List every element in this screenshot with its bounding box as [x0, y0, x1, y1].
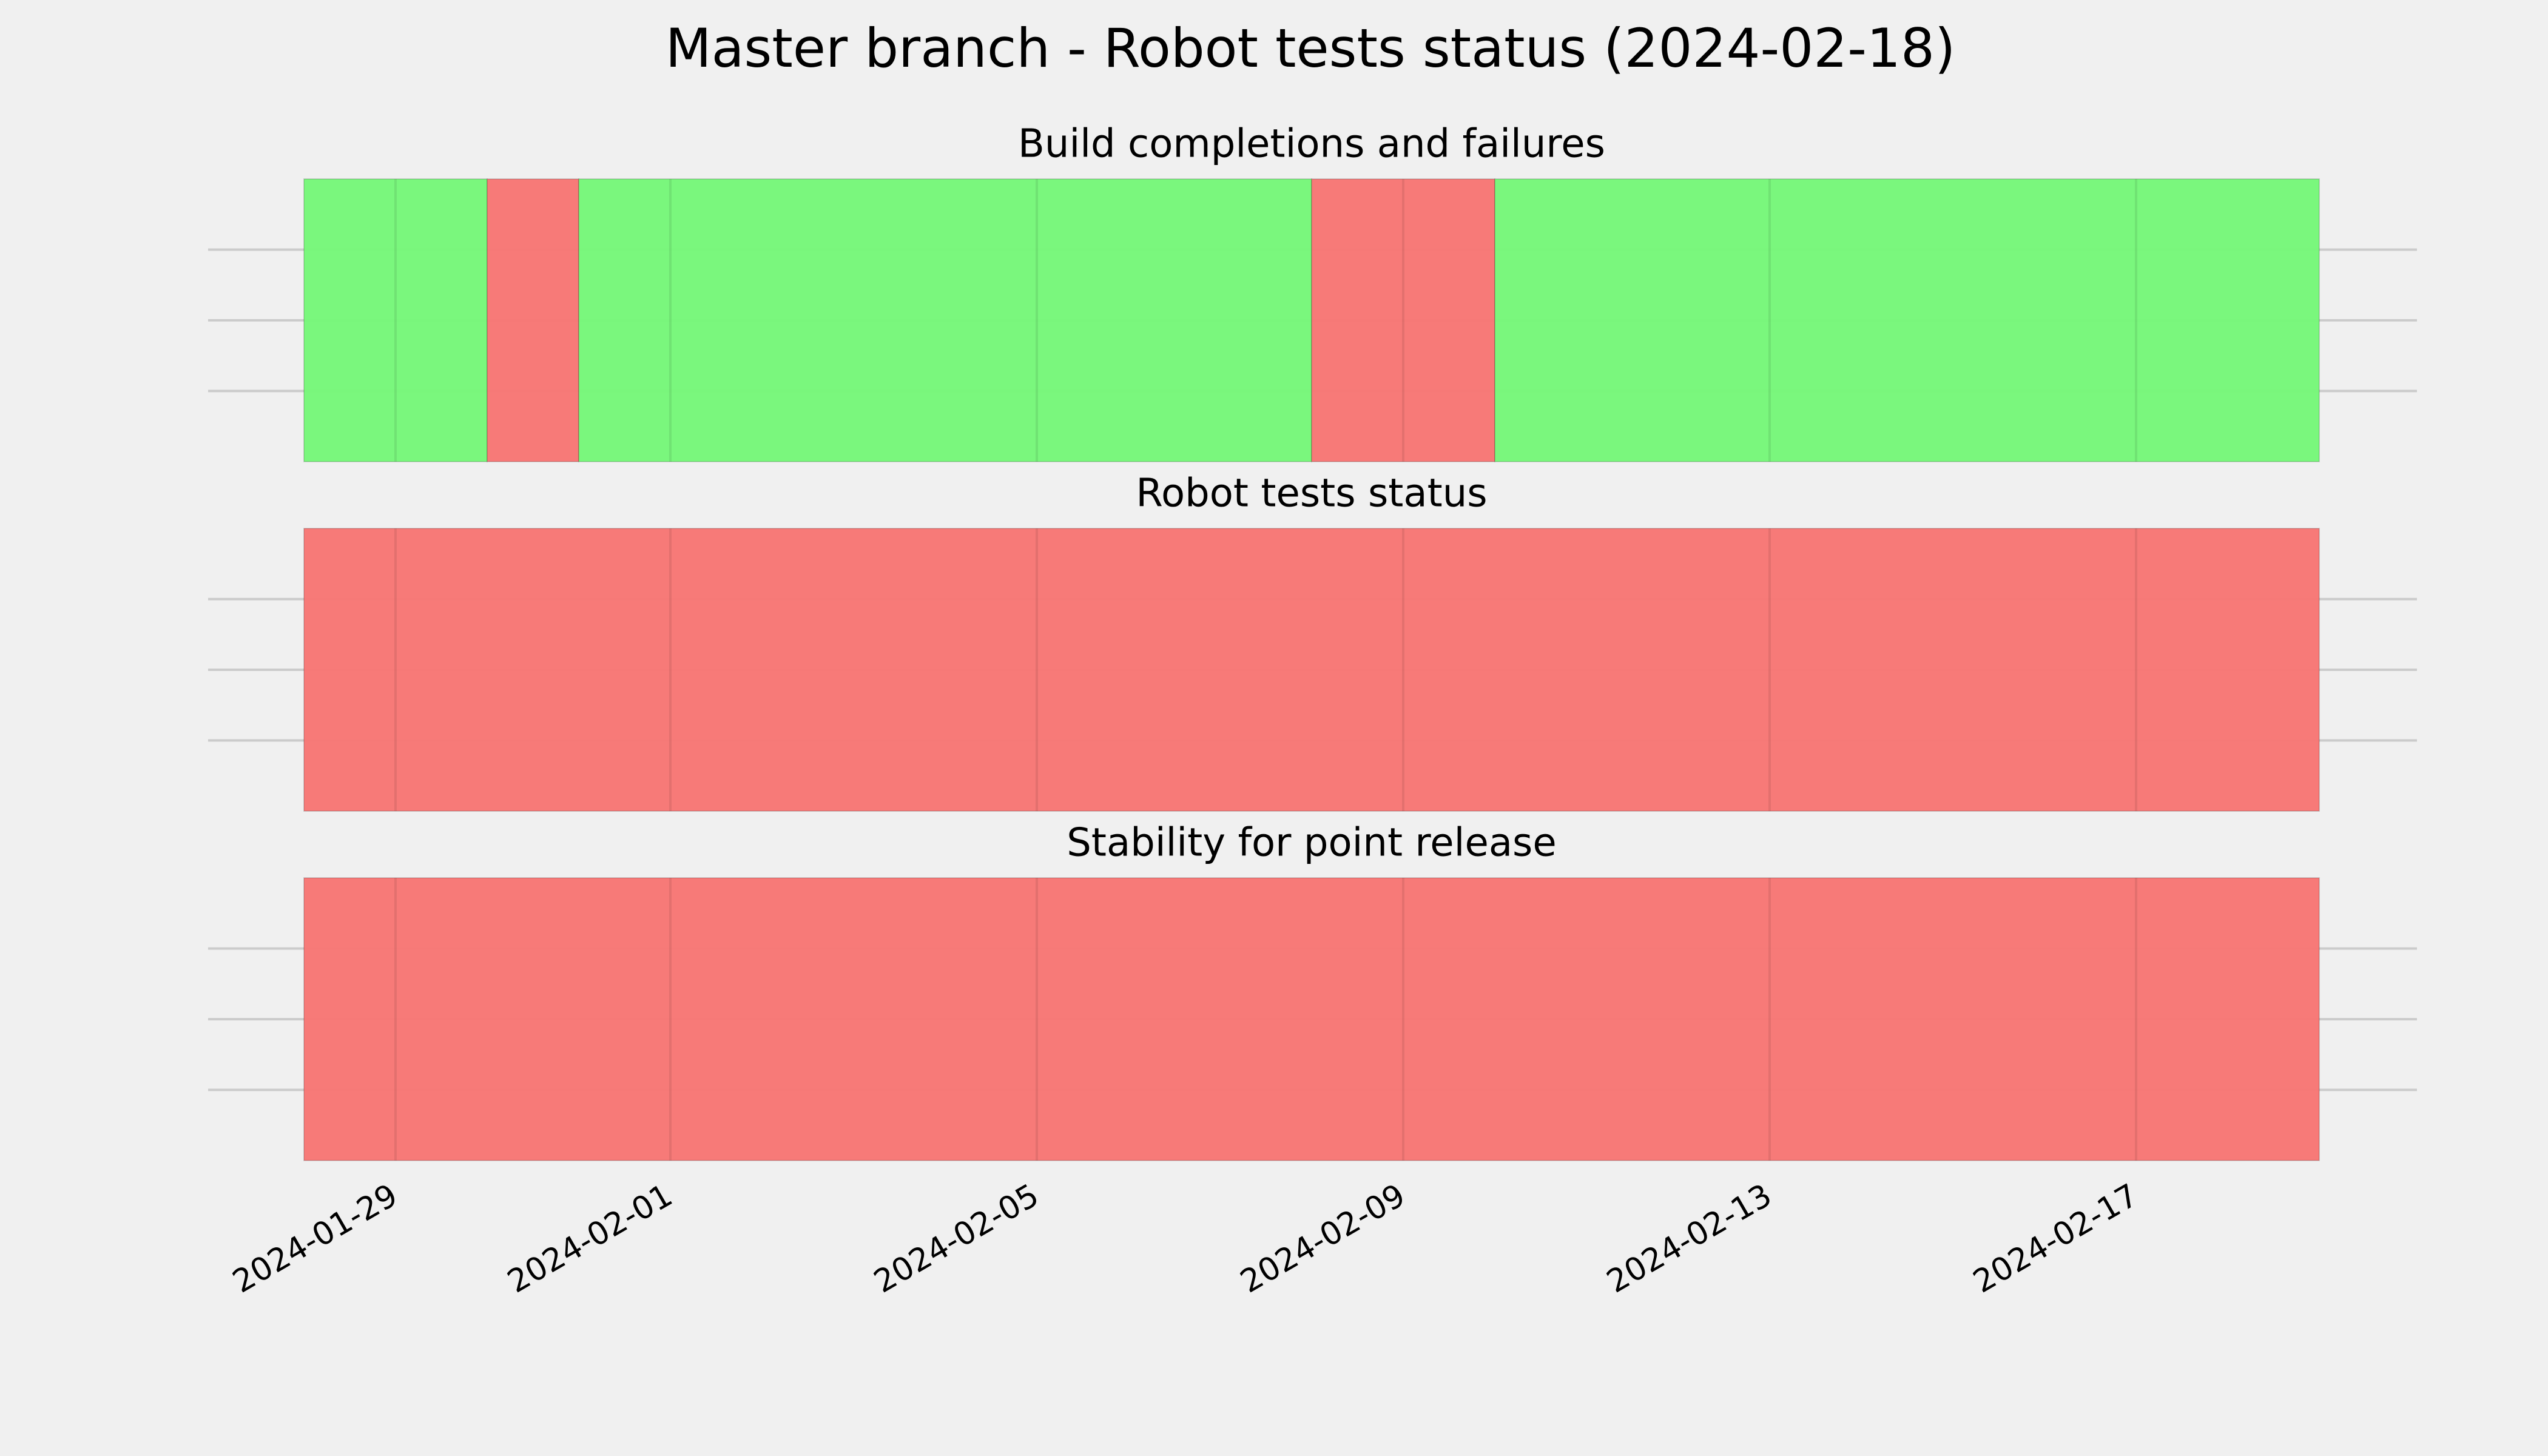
panel-title: Robot tests status	[1136, 471, 1487, 516]
status-segment	[1494, 178, 2320, 462]
panel-title: Stability for point release	[1067, 821, 1557, 866]
status-segment	[578, 178, 1312, 462]
status-segment	[303, 178, 488, 462]
panel-title: Build completions and failures	[1018, 122, 1605, 167]
status-segment	[303, 528, 2320, 812]
status-segment	[303, 877, 2320, 1161]
chart-title: Master branch - Robot tests status (2024…	[666, 17, 1956, 79]
status-segment	[487, 178, 579, 462]
